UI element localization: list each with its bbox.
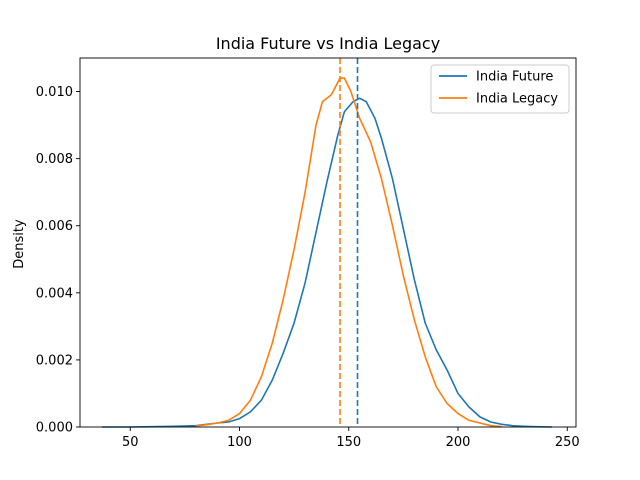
y-axis-label: Density xyxy=(12,219,27,269)
legend-label-0: India Future xyxy=(476,70,553,85)
series-line-1 xyxy=(195,77,502,428)
y-tick-label: 0.008 xyxy=(36,152,73,167)
plot-area xyxy=(101,58,553,428)
x-tick-label: 50 xyxy=(122,435,139,450)
y-tick-label: 0.000 xyxy=(36,421,73,436)
y-tick-label: 0.004 xyxy=(36,286,73,301)
x-tick-label: 100 xyxy=(227,435,252,450)
x-tick-label: 200 xyxy=(446,435,471,450)
axes-ticks: 50 100 150 200 250 0.000 0.002 0.004 0.006 0.008 0… xyxy=(36,57,580,450)
y-tick-label: 0.006 xyxy=(36,219,73,234)
series-line-0 xyxy=(101,97,553,428)
legend-label-1: India Legacy xyxy=(476,92,558,107)
y-tick-label: 0.002 xyxy=(36,353,73,368)
x-tick-label: 250 xyxy=(555,435,580,450)
legend: India Future India Legacy xyxy=(430,64,570,114)
chart-title: India Future vs India Legacy xyxy=(216,34,440,53)
x-tick-label: 150 xyxy=(336,435,361,450)
plot-frame xyxy=(79,57,577,428)
legend-box xyxy=(430,64,570,114)
y-tick-label: 0.010 xyxy=(36,85,73,100)
